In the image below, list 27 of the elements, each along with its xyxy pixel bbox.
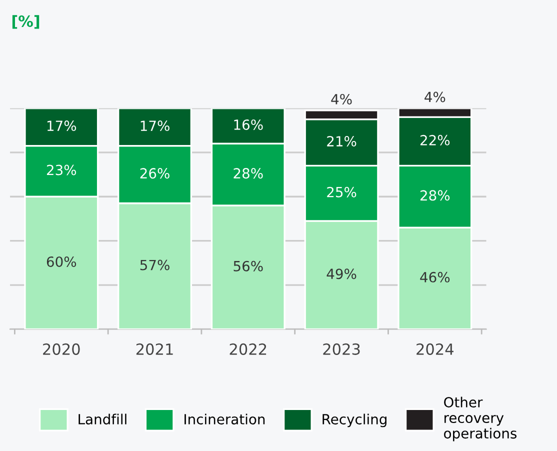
data-label: 21% (327, 136, 356, 147)
data-label: 26% (140, 168, 170, 179)
data-label: 57% (140, 260, 170, 270)
legend-label: Recycling (322, 414, 386, 428)
data-label: 4% (331, 94, 352, 104)
data-label: 25% (327, 186, 356, 198)
x-tick-label: 2024 (416, 343, 454, 355)
legend-label: Landfill (78, 414, 126, 424)
data-label: 46% (420, 272, 450, 282)
x-tick-label: 2021 (136, 343, 173, 355)
x-tick-label: 2020 (43, 343, 80, 355)
data-label: 28% (234, 168, 263, 179)
data-label: 23% (46, 164, 76, 176)
data-label: 4% (424, 92, 446, 102)
data-label: 17% (140, 120, 170, 132)
legend-label: Incineration (184, 414, 265, 424)
x-tick-label: 2022 (230, 343, 266, 355)
data-label: 49% (326, 268, 356, 280)
data-label: 60% (46, 256, 76, 267)
data-label: 28% (420, 190, 450, 201)
data-label: 17% (47, 120, 76, 132)
text: [%] (12, 15, 40, 29)
x-tick-label: 2023 (323, 343, 360, 355)
data-label: 56% (234, 260, 263, 272)
legend-label: Other recovery operations (444, 396, 517, 442)
data-label: 16% (234, 119, 263, 130)
data-label: 22% (420, 134, 450, 146)
